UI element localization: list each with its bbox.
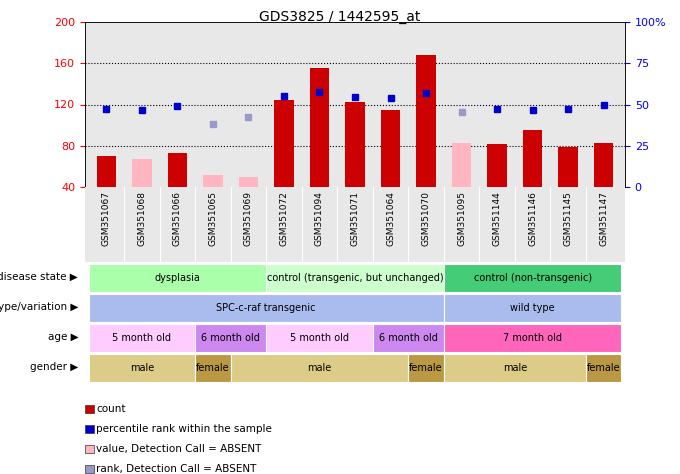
Text: GSM351069: GSM351069 xyxy=(244,191,253,246)
Text: value, Detection Call = ABSENT: value, Detection Call = ABSENT xyxy=(97,444,262,454)
Text: dysplasia: dysplasia xyxy=(154,273,201,283)
Text: GSM351066: GSM351066 xyxy=(173,191,182,246)
Bar xyxy=(594,143,613,187)
Text: 5 month old: 5 month old xyxy=(290,333,349,343)
Text: GSM351065: GSM351065 xyxy=(208,191,218,246)
Bar xyxy=(523,130,543,187)
Bar xyxy=(85,187,625,262)
Text: GSM351146: GSM351146 xyxy=(528,191,537,246)
Bar xyxy=(345,102,364,187)
Text: male: male xyxy=(307,363,332,373)
Bar xyxy=(381,109,401,187)
Text: GSM351068: GSM351068 xyxy=(137,191,146,246)
Text: GSM351145: GSM351145 xyxy=(564,191,573,246)
Text: GSM351067: GSM351067 xyxy=(102,191,111,246)
Text: GDS3825 / 1442595_at: GDS3825 / 1442595_at xyxy=(259,10,421,24)
Bar xyxy=(309,68,329,187)
Text: control (non-transgenic): control (non-transgenic) xyxy=(473,273,592,283)
Text: GSM351094: GSM351094 xyxy=(315,191,324,246)
Bar xyxy=(203,174,222,187)
Text: rank, Detection Call = ABSENT: rank, Detection Call = ABSENT xyxy=(97,464,257,474)
Text: male: male xyxy=(503,363,527,373)
Text: 6 month old: 6 month old xyxy=(379,333,438,343)
Text: 6 month old: 6 month old xyxy=(201,333,260,343)
Text: GSM351147: GSM351147 xyxy=(599,191,608,246)
Bar xyxy=(452,143,471,187)
Bar xyxy=(239,177,258,187)
Text: SPC-c-raf transgenic: SPC-c-raf transgenic xyxy=(216,303,316,313)
Text: GSM351070: GSM351070 xyxy=(422,191,430,246)
Text: GSM351144: GSM351144 xyxy=(492,191,502,246)
Text: GSM351072: GSM351072 xyxy=(279,191,288,246)
Text: GSM351064: GSM351064 xyxy=(386,191,395,246)
Text: GSM351071: GSM351071 xyxy=(350,191,360,246)
Text: male: male xyxy=(130,363,154,373)
Text: female: female xyxy=(587,363,620,373)
Text: female: female xyxy=(409,363,443,373)
Text: 5 month old: 5 month old xyxy=(112,333,171,343)
Text: female: female xyxy=(196,363,230,373)
Text: count: count xyxy=(97,404,126,414)
Text: gender ▶: gender ▶ xyxy=(30,362,78,372)
Bar xyxy=(132,159,152,187)
Text: genotype/variation ▶: genotype/variation ▶ xyxy=(0,302,78,312)
Bar xyxy=(488,144,507,187)
Text: wild type: wild type xyxy=(510,303,555,313)
Text: percentile rank within the sample: percentile rank within the sample xyxy=(97,424,273,434)
Text: disease state ▶: disease state ▶ xyxy=(0,272,78,282)
Text: age ▶: age ▶ xyxy=(48,332,78,342)
Bar xyxy=(97,156,116,187)
Text: 7 month old: 7 month old xyxy=(503,333,562,343)
Text: control (transgenic, but unchanged): control (transgenic, but unchanged) xyxy=(267,273,443,283)
Bar xyxy=(558,147,578,187)
Text: GSM351095: GSM351095 xyxy=(457,191,466,246)
Bar xyxy=(274,100,294,187)
Bar xyxy=(416,55,436,187)
Bar xyxy=(167,153,187,187)
